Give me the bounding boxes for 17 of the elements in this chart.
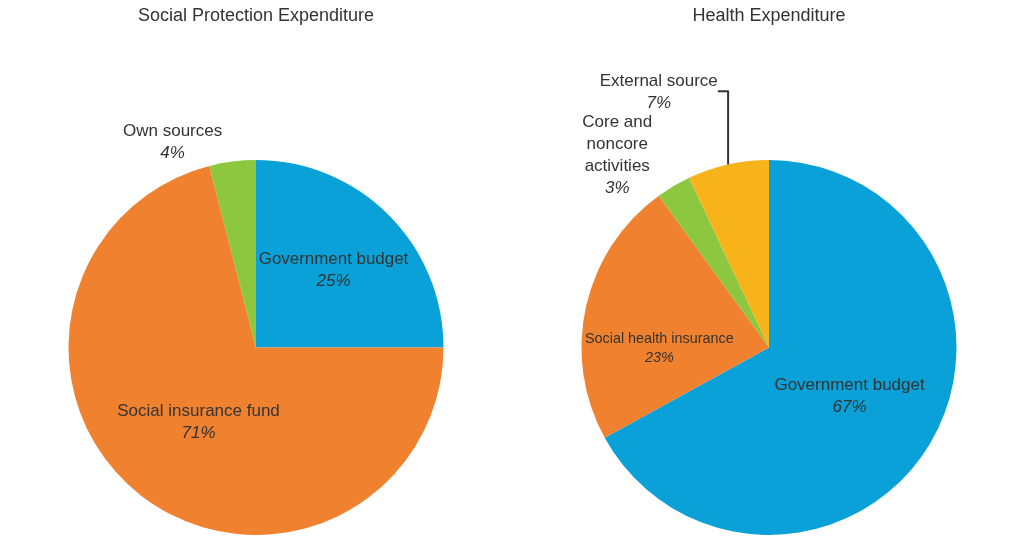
data-label: 4% [160, 142, 185, 162]
data-label: 7% [646, 92, 672, 112]
chart-title: Health Expenditure [692, 4, 846, 25]
slice-label: Own sources [123, 120, 223, 140]
slice-label: Government budget [258, 249, 409, 269]
chart-title: Social Protection Expenditure [137, 4, 375, 25]
data-label: 25% [315, 271, 351, 291]
slice-label: Social insurance fund [117, 401, 280, 421]
slice-label: External source [599, 70, 718, 90]
slice-label: Government budget [774, 374, 925, 394]
data-label: 71% [181, 423, 216, 443]
slice-label: Social health insurance [584, 329, 734, 346]
data-label: 23% [643, 348, 674, 365]
data-label: 67% [832, 396, 867, 416]
slice-label: Core and noncore activities [582, 111, 653, 176]
pie-slice [581, 195, 769, 438]
data-label: 3% [604, 178, 630, 198]
